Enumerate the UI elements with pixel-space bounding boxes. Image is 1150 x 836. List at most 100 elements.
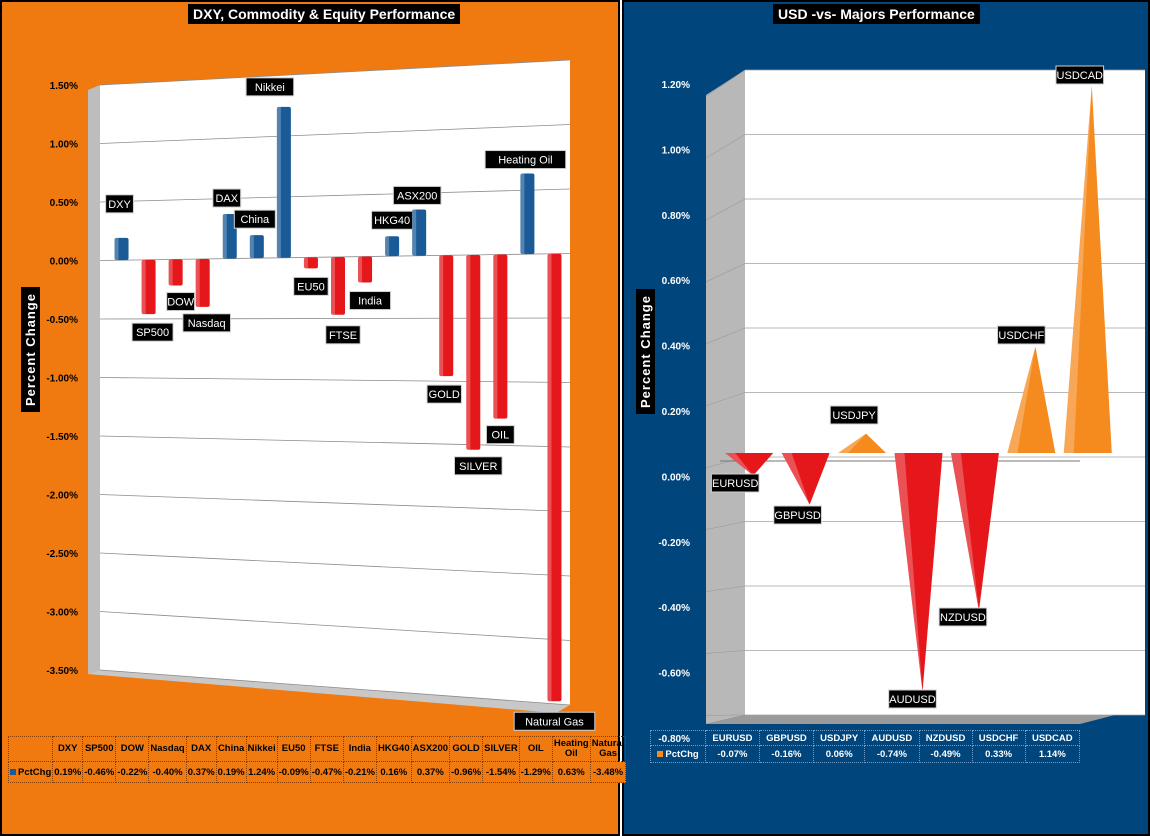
right-bar-label: GBPUSD (774, 510, 821, 522)
left-bar-dow (168, 259, 183, 286)
left-bar-highlight (276, 106, 281, 258)
right-bar-face (894, 453, 943, 692)
left-bar-china (249, 235, 264, 259)
table-header-cell: HKG40 (375, 736, 412, 762)
right-y-tick-label: 1.20% (662, 80, 690, 91)
table-header-cell: EURUSD (705, 730, 760, 746)
left-bar-highlight (331, 256, 335, 315)
left-gridline (99, 552, 571, 577)
right-chart-title: USD -vs- Majors Performance (773, 4, 980, 24)
left-bar-highlight (303, 257, 308, 269)
left-bar-highlight (439, 255, 444, 377)
right-bar-highlight (1007, 346, 1036, 453)
legend-swatch-icon (657, 750, 664, 757)
right-bar-gbpusd (781, 453, 830, 505)
left-data-table: DXY SP500 DOW Nasdaq DAX China Nikkei EU50 FTSE I… (7, 736, 627, 783)
right-bar-label-box (710, 473, 760, 493)
left-bar-highlight (412, 209, 417, 256)
left-y-tick-label: -2.00% (46, 491, 78, 502)
table-value-cell: -0.46% (82, 761, 117, 783)
left-y-tick-label: -3.00% (46, 608, 78, 619)
left-bar-natural-gas (547, 253, 562, 702)
right-bar-usdcad (1063, 85, 1112, 453)
table-header-cell: USDJPY (813, 730, 866, 746)
left-bar-label-box (182, 313, 232, 333)
right-plot-floor (706, 715, 1115, 724)
left-bar-label: HKG40 (374, 215, 410, 227)
left-bar-highlight (358, 256, 363, 283)
left-bar-label-box (212, 188, 242, 208)
right-bar-label-box (938, 607, 988, 627)
left-bar-highlight (249, 235, 254, 259)
right-bar-label: AUDUSD (889, 694, 936, 706)
right-y-tick-label: -0.40% (658, 603, 690, 614)
right-bar-highlight (894, 453, 923, 692)
left-bar-label-box (392, 185, 442, 205)
right-bar-label-box (888, 689, 937, 709)
right-bar-label: NZDUSD (940, 612, 986, 624)
table-header-cell: SP500 (82, 736, 117, 762)
left-gridline (99, 611, 571, 641)
table-header-cell: GOLD (449, 736, 484, 762)
table-header-cell: EU50 (276, 736, 311, 762)
right-bar-label-box (1055, 65, 1105, 85)
table-value-cell: -0.96% (449, 761, 484, 783)
table-header-cell: Natural Gas (589, 736, 627, 762)
table-value-cell: 1.14% (1024, 745, 1081, 763)
left-bar-dax (222, 214, 237, 259)
table-value-cell: 0.33% (971, 745, 1026, 763)
right-bar-eurusd (725, 453, 774, 476)
right-bar-audusd (894, 453, 943, 692)
right-bar-highlight (1063, 85, 1092, 453)
right-bar-label: USDJPY (832, 410, 876, 422)
left-y-tick-label: -1.00% (46, 374, 78, 385)
table-corner (7, 736, 54, 762)
left-bar-label-box (426, 384, 462, 404)
right-bar-highlight (950, 453, 979, 612)
left-bar-label-box (453, 456, 503, 476)
table-value-cell: -0.21% (342, 761, 377, 783)
table-value-cell: -0.74% (864, 745, 920, 763)
table-header-cell: USDCAD (1024, 730, 1081, 746)
left-plot-floor (88, 670, 570, 713)
table-value-cell: -0.40% (148, 761, 187, 783)
left-bar-label: SP500 (136, 327, 169, 339)
table-header-cell: FTSE (309, 736, 344, 762)
right-bar-face (725, 453, 774, 476)
right-plot-side-wall (706, 70, 745, 724)
left-gridline (99, 188, 571, 203)
left-bar-label: Natural Gas (525, 716, 584, 728)
right-gridline-side (705, 392, 746, 407)
left-bar-label: Heating Oil (498, 155, 552, 167)
left-bar-label-box (166, 292, 196, 312)
left-gridline (99, 317, 571, 320)
table-value-cell: -0.16% (758, 745, 815, 763)
right-y-tick-label: -0.60% (658, 669, 690, 680)
right-bar-highlight (725, 453, 754, 476)
right-gridline-side (705, 69, 746, 97)
right-gridline-side (705, 521, 746, 530)
left-bar-label: GOLD (429, 389, 460, 401)
left-y-tick-label: -1.50% (46, 432, 78, 443)
right-bar-face (781, 453, 830, 505)
right-gridline-side (705, 198, 746, 221)
right-y-tick-label: 0.00% (662, 472, 690, 483)
table-header-cell: DAX (185, 736, 217, 762)
right-gridline-side (705, 650, 746, 654)
left-bar-label: China (240, 214, 270, 226)
table-header-cell: GBPUSD (758, 730, 815, 746)
table-value-cell: -1.29% (518, 761, 553, 783)
left-bar-label: SILVER (459, 461, 497, 473)
left-y-tick-label: -2.50% (46, 549, 78, 560)
table-header-cell: OIL (518, 736, 553, 762)
left-bar-label: Nasdaq (188, 318, 226, 330)
table-value-cell: -0.49% (918, 745, 973, 763)
right-bar-label-box (773, 505, 822, 525)
table-header-cell: India (342, 736, 377, 762)
table-value-cell: 0.06% (813, 745, 866, 763)
left-bar-highlight (385, 236, 390, 257)
left-bar-silver (466, 254, 481, 450)
left-bar-highlight (466, 254, 471, 450)
left-y-tick-label: 0.00% (50, 257, 78, 268)
